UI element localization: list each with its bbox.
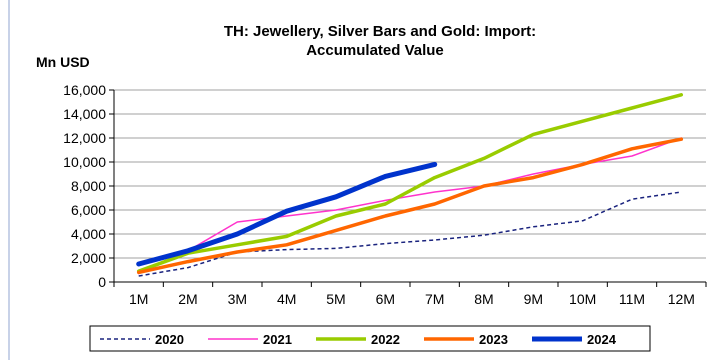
x-tick-label: 10M	[569, 291, 596, 307]
legend-label-2022: 2022	[371, 332, 400, 347]
gridlines	[109, 89, 706, 283]
x-tick-label: 6M	[376, 291, 395, 307]
y-tick-label: 0	[98, 274, 106, 290]
legend-label-2024: 2024	[587, 332, 617, 347]
y-tick-label: 4,000	[71, 226, 106, 242]
x-tick-label: 4M	[277, 291, 296, 307]
y-tick-label: 12,000	[63, 130, 106, 146]
frame-top-strip	[0, 0, 720, 6]
x-tick-label: 9M	[524, 291, 543, 307]
y-tick-label: 2,000	[71, 250, 106, 266]
y-tick-labels: 0 2,000 4,000 6,000 8,000 10,000 12,000 14,000 1…	[63, 82, 106, 290]
x-tick-label: 11M	[619, 291, 645, 307]
x-tick-label: 12M	[668, 291, 695, 307]
x-tick-label: 8M	[474, 291, 493, 307]
chart-title-line-1: TH: Jewellery, Silver Bars and Gold: Imp…	[224, 23, 536, 40]
series-line-2022	[136, 93, 684, 273]
x-tick-label: 5M	[326, 291, 345, 307]
legend: 2020 2021 2022 2023 2024	[100, 332, 617, 347]
y-tick-label: 10,000	[63, 154, 106, 170]
y-tick-label: 16,000	[63, 82, 106, 98]
x-tick-label: 7M	[425, 291, 444, 307]
x-tick-label: 2M	[178, 291, 197, 307]
legend-label-2020: 2020	[155, 332, 184, 347]
chart-title-line-2: Accumulated Value	[306, 42, 444, 59]
series-line-2024	[136, 161, 438, 267]
x-tick-label: 3M	[228, 291, 247, 307]
legend-label-2023: 2023	[479, 332, 508, 347]
legend-label-2021: 2021	[263, 332, 292, 347]
x-tick-labels: 1M 2M 3M 4M 5M 6M 7M 8M 9M 10M 11M 12M	[129, 291, 695, 307]
axes	[113, 90, 707, 287]
x-tick-label: 1M	[129, 291, 148, 307]
y-tick-label: 8,000	[71, 178, 106, 194]
y-tick-label: 14,000	[63, 106, 106, 122]
y-axis-unit-label: Mn USD	[36, 54, 90, 70]
series-line-2023	[136, 137, 684, 275]
frame-left-strip	[0, 0, 10, 360]
y-tick-label: 6,000	[71, 202, 106, 218]
series-lines	[136, 93, 684, 277]
